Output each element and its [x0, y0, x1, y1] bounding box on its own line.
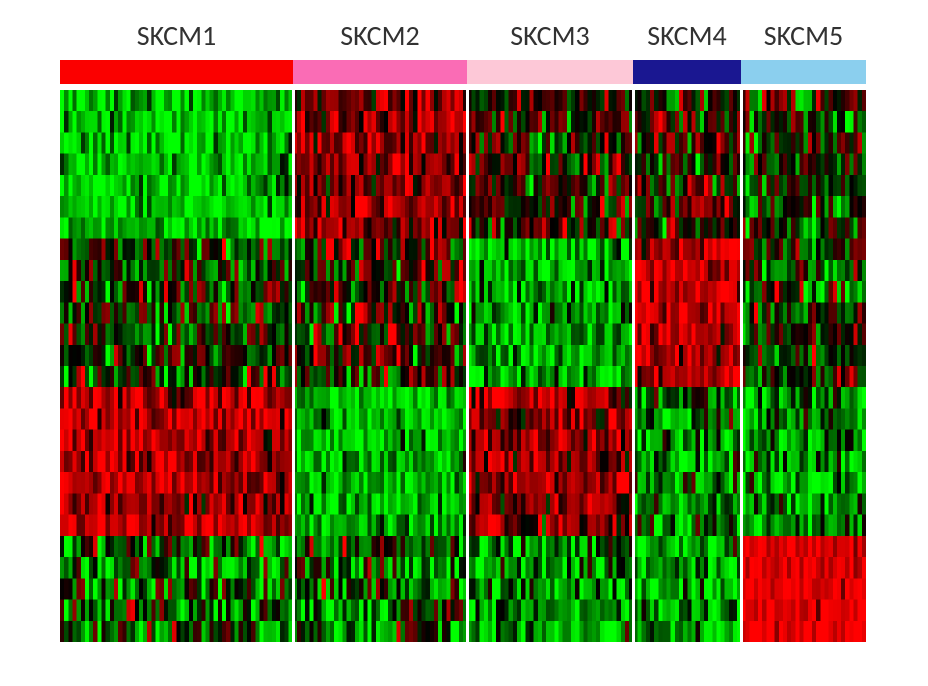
group-label-skcm5: SKCM5	[741, 18, 866, 58]
colorbar-segment-skcm4	[633, 60, 741, 84]
group-label-skcm2: SKCM2	[293, 18, 467, 58]
heatmap-canvas	[60, 90, 866, 642]
group-label-skcm4: SKCM4	[633, 18, 741, 58]
column-gap-2	[466, 90, 469, 642]
group-colorbar	[60, 60, 866, 84]
group-labels-row: SKCM1SKCM2SKCM3SKCM4SKCM5	[60, 18, 866, 58]
group-label-skcm1: SKCM1	[60, 18, 293, 58]
plot-area: SKCM1SKCM2SKCM3SKCM4SKCM5	[60, 18, 866, 642]
figure: SKCM1SKCM2SKCM3SKCM4SKCM5	[0, 0, 928, 686]
column-gap-1	[292, 90, 295, 642]
colorbar-segment-skcm5	[741, 60, 866, 84]
column-gap-4	[740, 90, 743, 642]
colorbar-segment-skcm3	[467, 60, 633, 84]
colorbar-segment-skcm2	[293, 60, 467, 84]
column-gap-3	[632, 90, 635, 642]
group-label-skcm3: SKCM3	[467, 18, 633, 58]
colorbar-segment-skcm1	[60, 60, 293, 84]
expression-heatmap	[60, 90, 866, 642]
